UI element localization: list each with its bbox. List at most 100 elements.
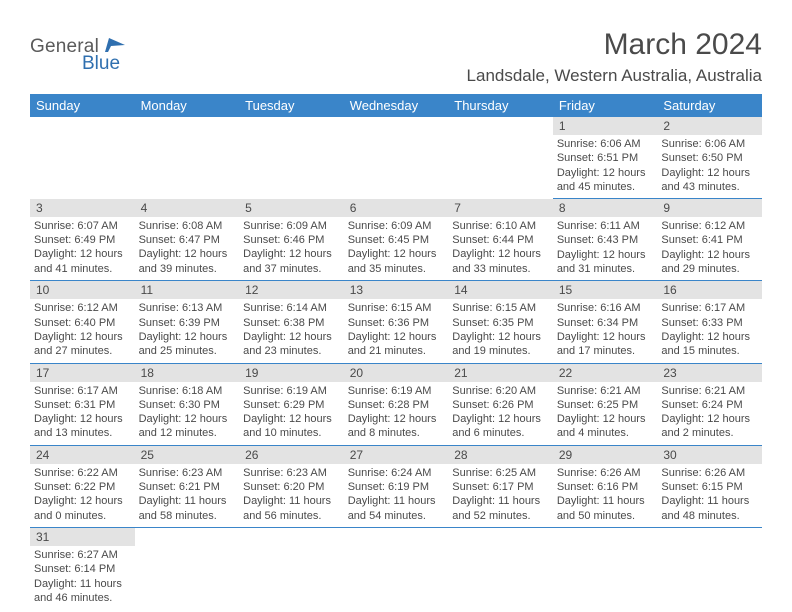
daylight-text: Daylight: 11 hours	[348, 494, 445, 508]
sunset-text: Sunset: 6:21 PM	[139, 480, 236, 494]
daylight-text: Daylight: 12 hours	[557, 412, 654, 426]
day-cell: 29Sunrise: 6:26 AMSunset: 6:16 PMDayligh…	[553, 445, 658, 527]
day-details: Sunrise: 6:08 AMSunset: 6:47 PMDaylight:…	[135, 217, 240, 280]
day-cell: 8Sunrise: 6:11 AMSunset: 6:43 PMDaylight…	[553, 199, 658, 281]
sunset-text: Sunset: 6:41 PM	[661, 233, 758, 247]
week-row: 1Sunrise: 6:06 AMSunset: 6:51 PMDaylight…	[30, 117, 762, 199]
day-cell: 24Sunrise: 6:22 AMSunset: 6:22 PMDayligh…	[30, 445, 135, 527]
daylight-text: and 25 minutes.	[139, 344, 236, 358]
sunset-text: Sunset: 6:24 PM	[661, 398, 758, 412]
daylight-text: Daylight: 11 hours	[34, 577, 131, 591]
daylight-text: and 50 minutes.	[557, 509, 654, 523]
day-cell	[239, 117, 344, 199]
month-title: March 2024	[467, 28, 762, 62]
week-row: 10Sunrise: 6:12 AMSunset: 6:40 PMDayligh…	[30, 281, 762, 363]
day-cell: 30Sunrise: 6:26 AMSunset: 6:15 PMDayligh…	[657, 445, 762, 527]
sunset-text: Sunset: 6:49 PM	[34, 233, 131, 247]
day-cell: 26Sunrise: 6:23 AMSunset: 6:20 PMDayligh…	[239, 445, 344, 527]
day-details: Sunrise: 6:07 AMSunset: 6:49 PMDaylight:…	[30, 217, 135, 280]
day-number: 25	[135, 446, 240, 464]
sunset-text: Sunset: 6:30 PM	[139, 398, 236, 412]
weekday-header-row: Sunday Monday Tuesday Wednesday Thursday…	[30, 94, 762, 117]
header: General Blue March 2024 Landsdale, Weste…	[30, 28, 762, 86]
daylight-text: and 21 minutes.	[348, 344, 445, 358]
daylight-text: Daylight: 12 hours	[139, 330, 236, 344]
sunset-text: Sunset: 6:38 PM	[243, 316, 340, 330]
sunrise-text: Sunrise: 6:14 AM	[243, 301, 340, 315]
day-details: Sunrise: 6:26 AMSunset: 6:15 PMDaylight:…	[657, 464, 762, 527]
day-details: Sunrise: 6:27 AMSunset: 6:14 PMDaylight:…	[30, 546, 135, 609]
sunrise-text: Sunrise: 6:06 AM	[661, 137, 758, 151]
day-details: Sunrise: 6:19 AMSunset: 6:28 PMDaylight:…	[344, 382, 449, 445]
sunrise-text: Sunrise: 6:11 AM	[557, 219, 654, 233]
day-details: Sunrise: 6:06 AMSunset: 6:51 PMDaylight:…	[553, 135, 658, 198]
day-cell	[135, 117, 240, 199]
sunrise-text: Sunrise: 6:19 AM	[243, 384, 340, 398]
day-details: Sunrise: 6:09 AMSunset: 6:45 PMDaylight:…	[344, 217, 449, 280]
day-details: Sunrise: 6:15 AMSunset: 6:36 PMDaylight:…	[344, 299, 449, 362]
daylight-text: and 45 minutes.	[557, 180, 654, 194]
sunrise-text: Sunrise: 6:15 AM	[348, 301, 445, 315]
day-number: 14	[448, 281, 553, 299]
day-cell: 28Sunrise: 6:25 AMSunset: 6:17 PMDayligh…	[448, 445, 553, 527]
daylight-text: Daylight: 11 hours	[243, 494, 340, 508]
daylight-text: and 33 minutes.	[452, 262, 549, 276]
day-cell: 12Sunrise: 6:14 AMSunset: 6:38 PMDayligh…	[239, 281, 344, 363]
day-details: Sunrise: 6:16 AMSunset: 6:34 PMDaylight:…	[553, 299, 658, 362]
weekday-header: Wednesday	[344, 94, 449, 117]
day-number: 30	[657, 446, 762, 464]
sunrise-text: Sunrise: 6:09 AM	[348, 219, 445, 233]
day-cell: 19Sunrise: 6:19 AMSunset: 6:29 PMDayligh…	[239, 363, 344, 445]
day-cell: 16Sunrise: 6:17 AMSunset: 6:33 PMDayligh…	[657, 281, 762, 363]
day-details: Sunrise: 6:15 AMSunset: 6:35 PMDaylight:…	[448, 299, 553, 362]
day-number: 20	[344, 364, 449, 382]
daylight-text: and 15 minutes.	[661, 344, 758, 358]
day-cell	[239, 527, 344, 609]
day-number: 12	[239, 281, 344, 299]
day-details: Sunrise: 6:12 AMSunset: 6:41 PMDaylight:…	[657, 217, 762, 280]
day-cell: 2Sunrise: 6:06 AMSunset: 6:50 PMDaylight…	[657, 117, 762, 199]
daylight-text: and 23 minutes.	[243, 344, 340, 358]
sunrise-text: Sunrise: 6:06 AM	[557, 137, 654, 151]
sunset-text: Sunset: 6:43 PM	[557, 233, 654, 247]
sunrise-text: Sunrise: 6:21 AM	[557, 384, 654, 398]
day-cell: 6Sunrise: 6:09 AMSunset: 6:45 PMDaylight…	[344, 199, 449, 281]
day-cell: 25Sunrise: 6:23 AMSunset: 6:21 PMDayligh…	[135, 445, 240, 527]
daylight-text: and 58 minutes.	[139, 509, 236, 523]
daylight-text: Daylight: 12 hours	[348, 412, 445, 426]
daylight-text: and 13 minutes.	[34, 426, 131, 440]
day-cell: 4Sunrise: 6:08 AMSunset: 6:47 PMDaylight…	[135, 199, 240, 281]
daylight-text: Daylight: 12 hours	[348, 247, 445, 261]
day-number: 9	[657, 199, 762, 217]
daylight-text: Daylight: 12 hours	[34, 330, 131, 344]
day-details: Sunrise: 6:20 AMSunset: 6:26 PMDaylight:…	[448, 382, 553, 445]
daylight-text: Daylight: 12 hours	[661, 412, 758, 426]
weekday-header: Sunday	[30, 94, 135, 117]
sunset-text: Sunset: 6:47 PM	[139, 233, 236, 247]
week-row: 17Sunrise: 6:17 AMSunset: 6:31 PMDayligh…	[30, 363, 762, 445]
day-cell	[30, 117, 135, 199]
sunrise-text: Sunrise: 6:09 AM	[243, 219, 340, 233]
daylight-text: and 19 minutes.	[452, 344, 549, 358]
day-details: Sunrise: 6:11 AMSunset: 6:43 PMDaylight:…	[553, 217, 658, 280]
daylight-text: Daylight: 12 hours	[557, 330, 654, 344]
sunset-text: Sunset: 6:34 PM	[557, 316, 654, 330]
logo: General Blue	[30, 28, 127, 75]
weekday-header: Saturday	[657, 94, 762, 117]
day-number: 18	[135, 364, 240, 382]
day-details: Sunrise: 6:10 AMSunset: 6:44 PMDaylight:…	[448, 217, 553, 280]
title-block: March 2024 Landsdale, Western Australia,…	[467, 28, 762, 86]
daylight-text: Daylight: 11 hours	[452, 494, 549, 508]
daylight-text: Daylight: 12 hours	[661, 330, 758, 344]
daylight-text: and 0 minutes.	[34, 509, 131, 523]
sunset-text: Sunset: 6:16 PM	[557, 480, 654, 494]
day-details: Sunrise: 6:23 AMSunset: 6:20 PMDaylight:…	[239, 464, 344, 527]
day-cell: 3Sunrise: 6:07 AMSunset: 6:49 PMDaylight…	[30, 199, 135, 281]
day-cell	[448, 117, 553, 199]
sunrise-text: Sunrise: 6:08 AM	[139, 219, 236, 233]
day-cell: 22Sunrise: 6:21 AMSunset: 6:25 PMDayligh…	[553, 363, 658, 445]
day-details: Sunrise: 6:24 AMSunset: 6:19 PMDaylight:…	[344, 464, 449, 527]
day-number: 31	[30, 528, 135, 546]
daylight-text: Daylight: 12 hours	[452, 330, 549, 344]
day-details: Sunrise: 6:21 AMSunset: 6:24 PMDaylight:…	[657, 382, 762, 445]
